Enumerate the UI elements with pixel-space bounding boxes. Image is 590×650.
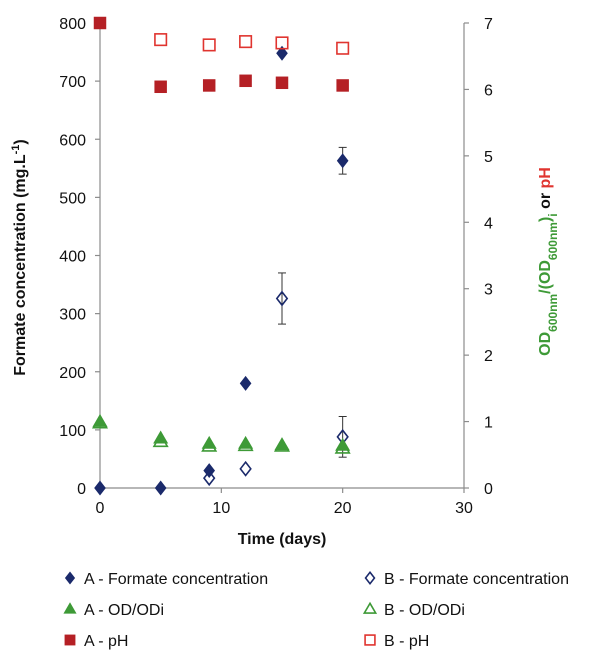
data-point-series-5: [275, 76, 289, 90]
y-right-tick-label: 6: [484, 82, 493, 99]
legend-label: A - Formate concentration: [84, 571, 268, 588]
y-right-title-od-initial: /(OD: [537, 260, 554, 294]
y-right-tick-label: 4: [484, 215, 493, 232]
data-point-series-4: [152, 433, 169, 448]
y-left-tick-label: 700: [59, 74, 86, 91]
data-point-series-5: [154, 80, 167, 94]
data-point-series-2: [275, 290, 289, 307]
legend-label: B - OD/ODi: [384, 602, 465, 619]
error-bars: [278, 146, 347, 458]
legend-marker: [364, 570, 376, 586]
data-point-series-1: [154, 480, 167, 496]
x-tick-label: 20: [334, 500, 352, 517]
data-marks: [91, 16, 351, 496]
x-tick-label: 10: [212, 500, 230, 517]
y-right-tick-label: 7: [484, 16, 493, 33]
y-right-title-close-sub: i: [546, 213, 560, 216]
data-point-series-4: [334, 439, 351, 454]
y-right-tick-label: 1: [484, 415, 493, 432]
y-right-axis-title: OD600nm/(OD600nm)i or pH: [537, 167, 560, 356]
y-right-title-or: or: [537, 188, 554, 213]
legend: A - Formate concentration B - Formate con…: [63, 570, 569, 650]
data-point-series-3: [153, 430, 169, 444]
data-point-series-4: [91, 414, 109, 429]
x-tick-label: 0: [96, 500, 105, 517]
x-axis-ticks: 0 10 20 30: [96, 488, 473, 517]
legend-marker: [64, 571, 76, 585]
y-right-title-od-initial-sub: 600nm: [546, 222, 560, 260]
data-point-series-6: [154, 33, 168, 47]
data-point-series-5: [239, 74, 252, 88]
y-left-title-sup: -1: [10, 145, 22, 155]
y-left-tick-label: 600: [59, 132, 86, 149]
data-point-series-1: [276, 45, 288, 61]
y-right-title-close: ): [537, 217, 554, 222]
data-point-series-5: [93, 16, 107, 30]
legend-marker: [362, 601, 378, 614]
y-right-title-od-sub: 600nm: [546, 294, 560, 332]
y-left-tick-label: 400: [59, 249, 86, 266]
legend-marker: [364, 634, 376, 646]
data-point-series-1: [336, 153, 349, 169]
y-left-tick-label: 500: [59, 190, 86, 207]
legend-label: B - pH: [384, 633, 429, 650]
data-point-series-5: [202, 79, 216, 92]
legend-marker: [64, 634, 76, 646]
y-right-tick-label: 5: [484, 149, 493, 166]
y-left-tick-label: 300: [59, 307, 86, 324]
legend-label: A - pH: [84, 633, 128, 650]
data-point-series-6: [336, 41, 350, 55]
data-point-series-6: [239, 35, 253, 49]
y-right-tick-label: 2: [484, 348, 493, 365]
data-point-series-4: [201, 437, 218, 452]
y-left-tick-label: 200: [59, 365, 86, 382]
data-point-series-2: [202, 470, 216, 487]
data-point-series-1: [239, 375, 252, 391]
data-point-series-4: [237, 437, 254, 452]
y-right-title-od: OD: [537, 332, 554, 356]
legend-label: B - Formate concentration: [384, 571, 569, 588]
y-left-axis-ticks: 0 100 200 300 400 500 600 700 800: [59, 16, 100, 498]
data-point-series-1: [94, 480, 106, 496]
legend-label: A - OD/ODi: [84, 602, 164, 619]
legend-marker: [63, 602, 77, 614]
y-left-tick-label: 0: [77, 481, 86, 498]
data-point-series-2: [239, 460, 252, 477]
x-axis-title: Time (days): [238, 531, 327, 548]
y-left-title-main: Formate concentration (mg.L: [12, 154, 29, 376]
y-left-axis-title: Formate concentration (mg.L-1): [10, 139, 29, 375]
data-point-series-6: [202, 38, 216, 52]
y-right-title-ph: pH: [537, 167, 554, 188]
x-tick-label: 30: [455, 500, 473, 517]
data-point-series-5: [336, 79, 349, 92]
y-left-title-end: ): [12, 139, 29, 144]
y-right-tick-label: 3: [484, 282, 493, 299]
y-left-tick-label: 100: [59, 423, 86, 440]
y-left-tick-label: 800: [59, 16, 86, 33]
data-point-series-6: [275, 36, 289, 50]
data-point-series-4: [273, 437, 291, 452]
y-right-tick-label: 0: [484, 481, 493, 498]
y-right-axis-ticks: 0 1 2 3 4 5 6 7: [464, 16, 493, 498]
